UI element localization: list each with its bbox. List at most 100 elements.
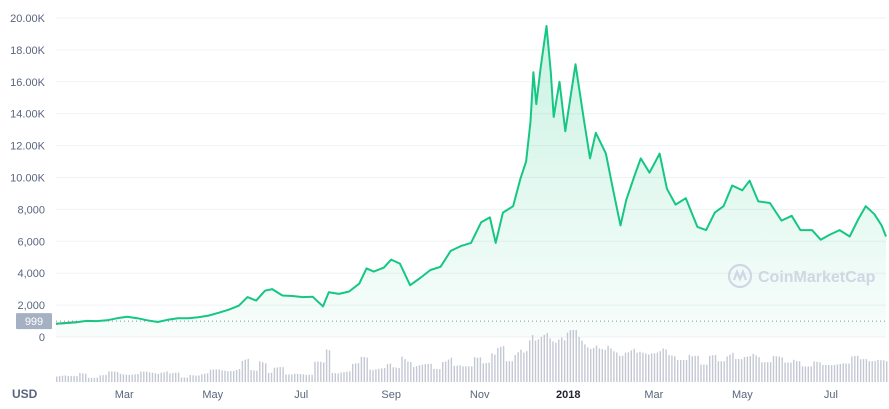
volume-bar — [79, 373, 81, 382]
volume-bar — [720, 361, 722, 382]
data-point — [255, 300, 257, 302]
volume-bar — [685, 360, 688, 382]
volume-bar — [859, 359, 862, 382]
volume-bar — [502, 346, 505, 382]
volume-bar — [868, 361, 870, 382]
data-point — [238, 305, 240, 307]
volume-bar — [386, 364, 389, 382]
volume-bar — [604, 349, 606, 382]
volume-bar — [662, 348, 664, 382]
volume-bar — [517, 352, 519, 382]
volume-bar — [282, 367, 284, 382]
current-value-badge — [16, 313, 52, 330]
volume-bar — [453, 365, 455, 382]
data-point — [741, 189, 743, 191]
volume-bar — [694, 355, 696, 382]
volume-bar — [743, 357, 746, 382]
volume-bar — [410, 362, 412, 382]
data-point — [106, 319, 108, 321]
volume-bar — [575, 330, 577, 382]
volume-bar — [671, 355, 673, 382]
data-point — [55, 323, 57, 325]
volume-bar — [285, 374, 287, 382]
volume-bar — [520, 349, 522, 382]
data-point — [228, 309, 230, 311]
data-point — [512, 205, 514, 207]
data-point — [65, 322, 67, 324]
volume-bar — [735, 359, 737, 382]
volume-bar — [810, 366, 812, 382]
volume-bar — [67, 376, 69, 382]
volume-bar — [755, 355, 757, 382]
volume-bar — [273, 367, 276, 382]
volume-bar — [218, 369, 220, 382]
data-point — [648, 172, 650, 174]
volume-bar — [833, 364, 836, 382]
volume-bar — [749, 356, 751, 382]
volume-bar — [537, 339, 540, 382]
volume-bar — [224, 370, 226, 382]
volume-bar — [323, 362, 325, 382]
volume-bar — [804, 366, 807, 382]
data-point — [399, 263, 401, 265]
volume-bar — [845, 363, 847, 382]
data-point — [675, 204, 677, 206]
volume-bar — [479, 357, 482, 382]
volume-bar — [761, 362, 763, 382]
volume-bar — [267, 373, 270, 382]
volume-bar — [494, 354, 496, 382]
volume-bar — [157, 373, 159, 382]
volume-bar — [523, 352, 525, 382]
data-point — [595, 132, 597, 134]
data-point — [559, 81, 561, 83]
volume-bar — [529, 340, 531, 382]
volume-bar — [569, 330, 572, 382]
data-point — [116, 317, 118, 319]
volume-bar — [798, 361, 801, 382]
data-point — [612, 189, 614, 191]
data-point — [322, 305, 324, 307]
data-point — [619, 224, 621, 226]
y-tick-label: 16.00K — [10, 77, 46, 89]
volume-bar — [650, 353, 653, 382]
volume-bar — [346, 371, 348, 382]
volume-bar — [415, 366, 418, 382]
volume-bar — [233, 371, 235, 382]
volume-bar — [613, 351, 615, 382]
volume-bar — [424, 364, 426, 382]
volume-bar — [372, 370, 374, 382]
volume-bar — [169, 373, 171, 382]
volume-bar — [665, 349, 667, 382]
volume-bar — [413, 367, 415, 382]
volume-bar — [331, 373, 334, 382]
current-value-tag: 999 — [16, 313, 52, 330]
data-point — [264, 290, 266, 292]
y-tick-label: 6,000 — [17, 236, 45, 248]
data-point — [540, 66, 542, 68]
volume-bar — [854, 356, 856, 382]
volume-bar — [752, 353, 754, 382]
volume-bar — [244, 359, 246, 382]
volume-bar — [354, 363, 357, 382]
volume-bar — [302, 374, 305, 382]
volume-bar — [398, 368, 400, 382]
volume-bar — [677, 360, 679, 382]
data-point — [731, 184, 733, 186]
volume-bar — [555, 342, 557, 382]
data-point — [625, 199, 627, 201]
volume-bar — [143, 371, 145, 382]
volume-bar — [73, 375, 75, 382]
volume-bar — [334, 373, 336, 382]
price-line — [55, 25, 887, 325]
volume-bar — [645, 353, 647, 382]
price-area-fill — [56, 26, 886, 337]
data-point — [218, 312, 220, 314]
data-point — [373, 271, 375, 273]
volume-bar — [691, 356, 693, 382]
data-point — [197, 316, 199, 318]
volume-bar — [375, 369, 377, 382]
watermark: CoinMarketCap — [727, 263, 876, 289]
volume-bar — [473, 357, 476, 382]
volume-bar — [204, 373, 206, 382]
volume-bar — [790, 362, 792, 382]
